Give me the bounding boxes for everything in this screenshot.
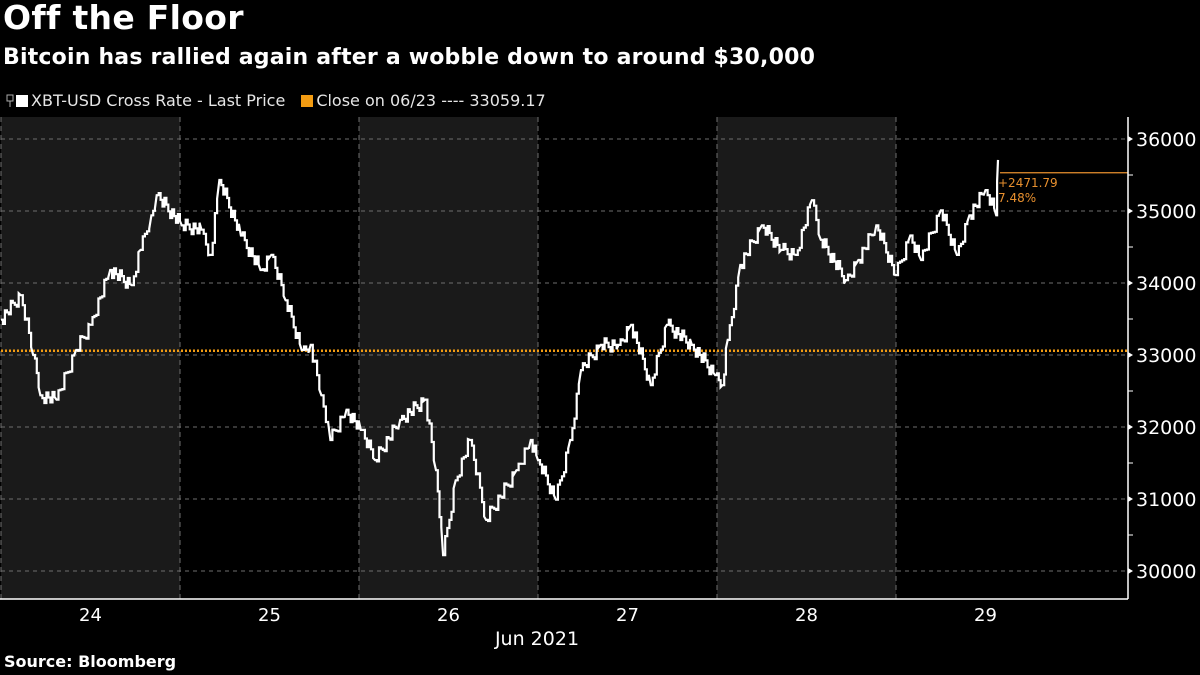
change-annotation: +2471.79 [998,176,1058,190]
day-band [359,117,538,599]
y-tick-label: 35000 [1136,201,1196,223]
y-tick-label: 34000 [1136,273,1196,295]
y-tick-label: 30000 [1136,561,1196,583]
x-tick-label: 29 [974,605,997,626]
y-tick-label: 36000 [1136,129,1196,151]
legend-item-price[interactable]: XBT-USD Cross Rate - Last Price [6,91,285,110]
day-band [717,117,896,599]
series-line-icon [6,94,14,107]
source-note: Source: Bloomberg [4,652,177,671]
y-axis-ticks: 30000 31000 32000 33000 34000 35000 36000 [1128,129,1196,583]
x-axis-ticks: 24 25 26 27 28 29 [79,605,997,626]
legend-swatch-white [16,94,28,107]
chart-title: Off the Floor [3,0,244,37]
legend: XBT-USD Cross Rate - Last Price Close on… [6,91,562,110]
y-tick-label: 32000 [1136,417,1196,439]
legend-swatch-orange [301,94,314,107]
y-tick-label: 31000 [1136,489,1196,511]
price-gridlines [1,138,1128,572]
legend-label-price: XBT-USD Cross Rate - Last Price [31,91,286,110]
price-series-line [1,159,1000,557]
x-tick-label: 26 [437,605,460,626]
pct-annotation: 7.48% [998,191,1036,205]
y-tick-label: 33000 [1136,345,1196,367]
x-tick-label: 25 [258,605,281,626]
x-tick-label: 27 [616,605,639,626]
legend-item-close[interactable]: Close on 06/23 ---- 33059.17 [301,91,546,110]
chart-subtitle: Bitcoin has rallied again after a wobble… [3,45,816,70]
legend-label-close: Close on 06/23 ---- 33059.17 [316,91,546,110]
x-tick-label: 28 [795,605,818,626]
x-axis-label: Jun 2021 [494,628,579,650]
day-bands [1,117,896,599]
x-tick-label: 24 [79,605,102,626]
day-band [1,117,180,599]
